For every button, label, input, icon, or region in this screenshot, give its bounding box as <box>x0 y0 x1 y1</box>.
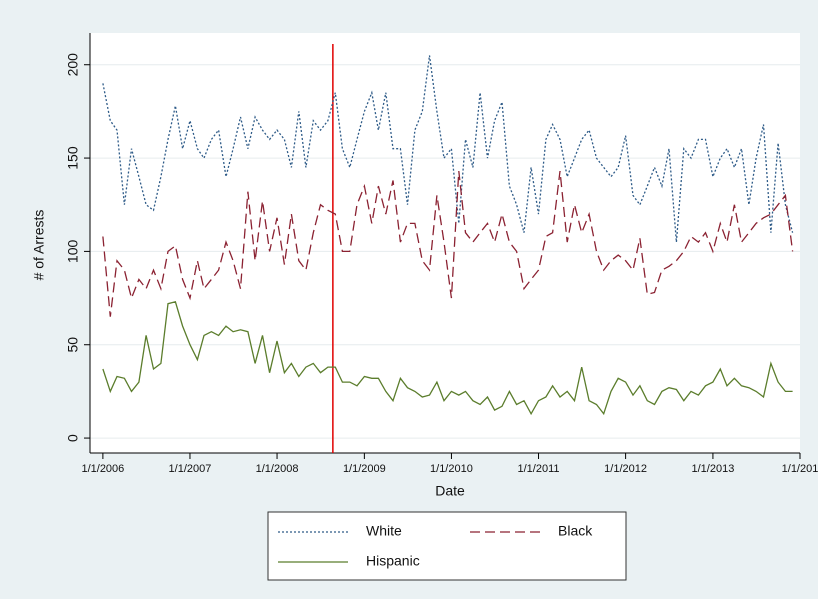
y-tick-label: 100 <box>65 240 81 264</box>
legend-box <box>267 511 627 581</box>
series-line <box>102 55 794 243</box>
y-tick-label: 0 <box>65 434 81 442</box>
y-axis-title: # of Arrests <box>31 210 47 281</box>
x-tick-label: 1/1/2008 <box>256 463 299 475</box>
y-tick-label: 50 <box>65 337 81 353</box>
x-tick-label: 1/1/2011 <box>518 463 560 475</box>
legend-label: Hispanic <box>366 553 420 569</box>
x-tick-label: 1/1/201 <box>782 463 818 475</box>
y-tick-label: 200 <box>65 53 81 77</box>
x-tick-label: 1/1/2006 <box>81 463 124 475</box>
plot-area <box>90 33 800 453</box>
legend-label: White <box>366 523 402 539</box>
y-tick-label: 150 <box>65 146 81 170</box>
x-tick-label: 1/1/2012 <box>604 463 647 475</box>
x-axis-title: Date <box>435 483 465 499</box>
legend-label: Black <box>558 523 593 539</box>
x-tick-label: 1/1/2009 <box>343 463 386 475</box>
x-tick-label: 1/1/2013 <box>692 463 735 475</box>
series-line <box>102 301 793 416</box>
series-line <box>102 171 794 317</box>
x-tick-label: 1/1/2010 <box>430 463 473 475</box>
x-tick-label: 1/1/2007 <box>169 463 212 475</box>
